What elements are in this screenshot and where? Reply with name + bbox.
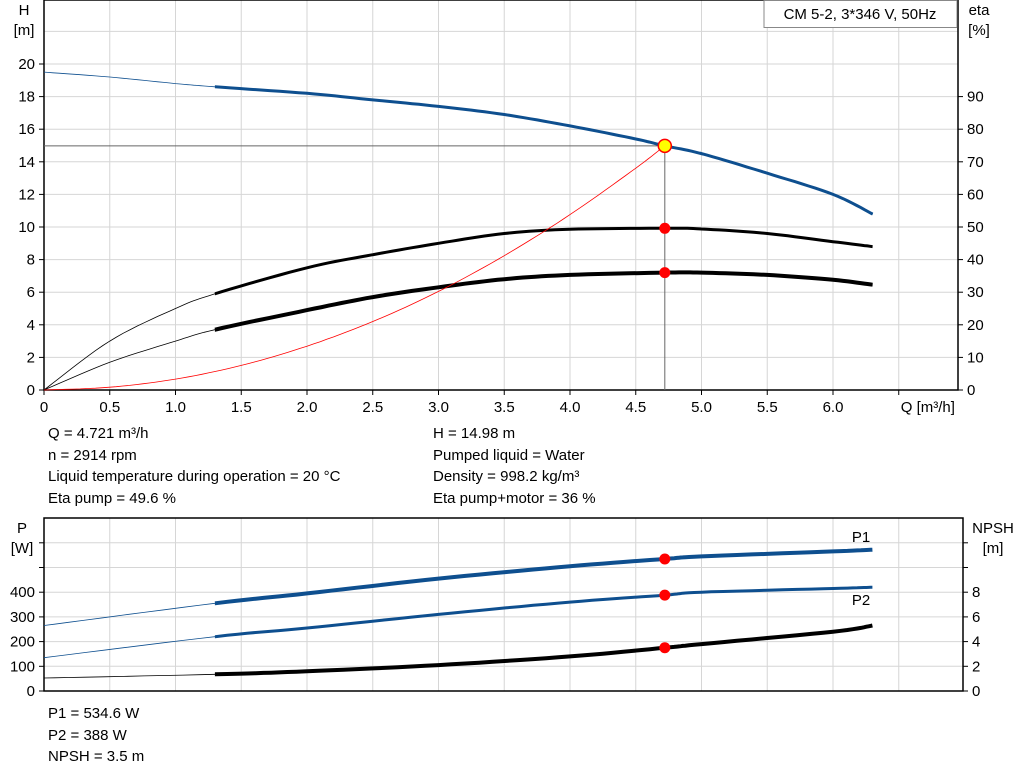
- p1-label: P1: [852, 529, 870, 546]
- y-tick-label-left: 18: [18, 89, 35, 106]
- x-tick-label: 1.0: [165, 399, 186, 416]
- y-tick-label-right: 40: [967, 252, 984, 269]
- x-tick-label: 3.5: [494, 399, 515, 416]
- x-tick-label: 6.0: [823, 399, 844, 416]
- y-axis-label-left: P: [17, 520, 27, 537]
- y-tick-label-left: 4: [27, 317, 35, 334]
- legend-box: [763, 0, 958, 28]
- y-tick-label-left: 16: [18, 121, 35, 138]
- y-tick-label-right: 6: [972, 609, 980, 626]
- eta-pump-curve-extrapolated: [43, 293, 216, 391]
- y-tick-label-left: 12: [18, 186, 35, 203]
- x-tick-label: 0.5: [99, 399, 120, 416]
- y-tick-label-left: 6: [27, 284, 35, 301]
- info-bottom: P1 = 534.6 W P2 = 388 W NPSH = 3.5 m: [48, 703, 144, 768]
- info-density: Density = 998.2 kg/m³: [433, 468, 580, 485]
- info-left: Q = 4.721 m³/h n = 2914 rpm Liquid tempe…: [48, 423, 340, 509]
- x-tick-label: 4.0: [560, 399, 581, 416]
- y-tick-label-left: 20: [18, 56, 35, 73]
- eta-pump-curve: [214, 226, 873, 296]
- y-axis-unit-left: [W]: [11, 540, 34, 557]
- x-tick-label: 0: [40, 399, 48, 416]
- plot-frame-lower: [43, 517, 964, 692]
- info-right: H = 14.98 m Pumped liquid = Water Densit…: [433, 423, 596, 509]
- x-axis-label: Q [m³/h]: [901, 399, 955, 416]
- y-tick-label-right: 4: [972, 634, 980, 651]
- x-tick-label: 2.0: [297, 399, 318, 416]
- info-eta-pump: Eta pump = 49.6 %: [48, 489, 176, 507]
- info-p1: P1 = 534.6 W: [48, 705, 140, 722]
- y-tick-label-right: 0: [972, 683, 980, 700]
- info-temperature: Liquid temperature during operation = 20…: [48, 468, 341, 485]
- npsh-curve-extrapolated: [43, 673, 215, 679]
- y-tick-label-right: 90: [967, 89, 984, 106]
- p1-curve: [214, 547, 873, 606]
- info-head: H = 14.98 m: [433, 425, 516, 442]
- y-tick-label-left: 0: [27, 683, 35, 700]
- npsh-curve: [214, 623, 873, 677]
- eta-pump-motor-curve-extrapolated: [43, 329, 215, 391]
- y-tick-label-right: 2: [972, 658, 980, 675]
- y-axis-unit-right: [%]: [968, 22, 990, 39]
- y-tick-label-left: 0: [27, 382, 35, 399]
- x-tick-label: 2.5: [362, 399, 383, 416]
- duty-point-p2: [659, 589, 671, 601]
- duty-point-npsh: [659, 642, 671, 654]
- y-tick-label-left: 100: [10, 658, 35, 675]
- y-tick-label-right: 70: [967, 154, 984, 171]
- y-tick-label-left: 300: [10, 609, 35, 626]
- system-curve: [43, 145, 665, 391]
- info-npsh: NPSH = 3.5 m: [48, 748, 145, 765]
- y-tick-label-right: 8: [972, 584, 980, 601]
- x-tick-label: 4.5: [625, 399, 646, 416]
- y-tick-label-right: 10: [967, 349, 984, 366]
- y-tick-label-left: 400: [10, 584, 35, 601]
- y-axis-unit-right: [m]: [983, 540, 1004, 557]
- head-curve-extrapolated: [43, 71, 215, 88]
- y-tick-label-left: 14: [18, 154, 35, 171]
- y-tick-label-right: 60: [967, 186, 984, 203]
- head-curve: [214, 85, 874, 216]
- duty-point-head: [657, 138, 673, 154]
- y-axis-label-right: eta: [969, 2, 991, 19]
- y-tick-label-right: 80: [967, 121, 984, 138]
- y-tick-label-right: 20: [967, 317, 984, 334]
- info-liquid: Pumped liquid = Water: [433, 446, 585, 464]
- duty-point-p1: [659, 553, 671, 565]
- x-tick-label: 5.5: [757, 399, 778, 416]
- info-eta-pump-motor: Eta pump+motor = 36 %: [433, 489, 596, 507]
- p1-curve-extrapolated: [43, 602, 215, 626]
- eta-pump-motor-curve: [214, 270, 873, 332]
- y-tick-label-right: 30: [967, 284, 984, 301]
- legend-text: CM 5-2, 3*346 V, 50Hz: [784, 6, 937, 23]
- x-tick-label: 5.0: [691, 399, 712, 416]
- plot-frame: [43, 0, 959, 391]
- y-tick-label-left: 10: [18, 219, 35, 236]
- y-tick-label-right: 50: [967, 219, 984, 236]
- info-q: Q = 4.721 m³/h: [48, 425, 149, 442]
- duty-point-eta-pump-motor: [659, 267, 671, 279]
- y-axis-label-left: H: [19, 2, 30, 19]
- y-tick-label-left: 8: [27, 252, 35, 269]
- y-axis-label-right: NPSH: [972, 520, 1014, 537]
- info-speed: n = 2914 rpm: [48, 446, 137, 464]
- duty-point-eta-pump: [659, 222, 671, 234]
- y-axis-unit-left: [m]: [14, 22, 35, 39]
- p2-label: P2: [852, 592, 870, 609]
- x-tick-label: 3.0: [428, 399, 449, 416]
- p2-curve: [214, 585, 873, 639]
- x-tick-label: 1.5: [231, 399, 252, 416]
- info-p2: P2 = 388 W: [48, 726, 127, 744]
- y-tick-label-right: 0: [967, 382, 975, 399]
- p2-curve-extrapolated: [43, 636, 215, 659]
- y-tick-label-left: 200: [10, 634, 35, 651]
- y-tick-label-left: 2: [27, 349, 35, 366]
